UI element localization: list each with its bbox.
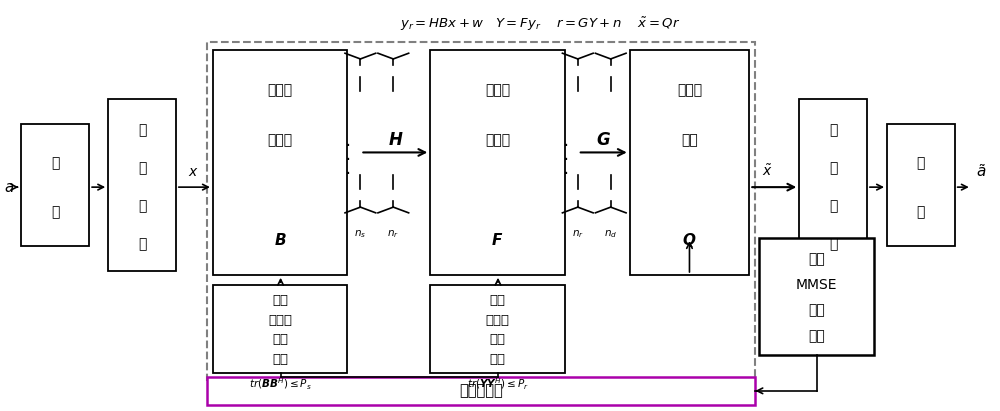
Bar (630, 51, 749, 275)
Text: 预编码: 预编码 (485, 133, 510, 147)
Text: 变: 变 (829, 199, 837, 213)
Text: 换: 换 (829, 237, 837, 251)
Text: 构建: 构建 (808, 252, 825, 266)
Text: 约束: 约束 (272, 353, 288, 366)
Text: 解: 解 (917, 156, 925, 170)
Text: ·: · (345, 151, 352, 170)
Text: $a$: $a$ (4, 180, 15, 195)
Text: 并: 并 (138, 161, 146, 175)
Text: 发射端: 发射端 (268, 83, 293, 97)
Text: ·: · (345, 137, 352, 156)
Text: 功率: 功率 (490, 333, 506, 346)
Text: 约束: 约束 (490, 353, 506, 366)
Text: ·: · (563, 151, 569, 170)
Bar (213, 285, 347, 373)
Text: $tr(\boldsymbol{BB}^H) \leq P_s$: $tr(\boldsymbol{BB}^H) \leq P_s$ (249, 376, 312, 392)
Bar (430, 51, 565, 275)
Bar (430, 285, 565, 373)
Text: $n_d$: $n_d$ (604, 228, 617, 240)
Text: $\boldsymbol{B}$: $\boldsymbol{B}$ (274, 232, 286, 248)
Text: 接收端: 接收端 (677, 83, 702, 97)
Text: 调: 调 (917, 205, 925, 219)
Text: 联合迭代法: 联合迭代法 (459, 383, 503, 398)
Text: 处理: 处理 (681, 133, 698, 147)
Text: 满足: 满足 (490, 294, 506, 307)
Bar (759, 238, 874, 355)
Bar (21, 124, 89, 246)
Text: 满足: 满足 (272, 294, 288, 307)
Text: ·: · (345, 165, 352, 185)
Text: 预编码: 预编码 (268, 133, 293, 147)
Text: $\tilde{a}$: $\tilde{a}$ (976, 164, 986, 180)
Text: 制: 制 (51, 205, 59, 219)
Text: 函数: 函数 (808, 329, 825, 344)
Text: 代价: 代价 (808, 304, 825, 318)
Text: 串: 串 (829, 161, 837, 175)
Text: 调: 调 (51, 156, 59, 170)
Text: 功率: 功率 (272, 333, 288, 346)
Text: 中继端: 中继端 (485, 83, 510, 97)
Bar (207, 377, 755, 405)
Text: 变: 变 (138, 199, 146, 213)
Text: 中继端: 中继端 (486, 314, 510, 327)
Text: $\boldsymbol{Q}$: $\boldsymbol{Q}$ (682, 231, 697, 249)
Text: $y_r = \mathit{HBx} + w$   $Y = \mathit{Fy}_r$    $r = \mathit{GY} + n$    $\til: $y_r = \mathit{HBx} + w$ $Y = \mathit{Fy… (400, 16, 680, 33)
Text: $tr(\boldsymbol{YY}^H) \leq P_r$: $tr(\boldsymbol{YY}^H) \leq P_r$ (467, 376, 529, 392)
Text: 串: 串 (138, 123, 146, 137)
Text: $n_r$: $n_r$ (387, 228, 399, 240)
Text: $n_r$: $n_r$ (572, 228, 584, 240)
Text: $n_s$: $n_s$ (354, 228, 366, 240)
Bar (108, 99, 176, 271)
Text: $\boldsymbol{F}$: $\boldsymbol{F}$ (491, 232, 504, 248)
Bar (887, 124, 955, 246)
Bar (799, 99, 867, 271)
Text: $\boldsymbol{H}$: $\boldsymbol{H}$ (388, 131, 403, 149)
Text: 换: 换 (138, 237, 146, 251)
Text: $x$: $x$ (188, 165, 198, 179)
Text: $\tilde{x}$: $\tilde{x}$ (762, 163, 773, 179)
Text: ·: · (563, 165, 569, 185)
Bar (213, 51, 347, 275)
Text: 发射端: 发射端 (268, 314, 292, 327)
Text: $\boldsymbol{G}$: $\boldsymbol{G}$ (596, 131, 611, 149)
Text: ·: · (563, 137, 569, 156)
Text: 并: 并 (829, 123, 837, 137)
Text: MMSE: MMSE (796, 278, 837, 292)
Bar (207, 42, 755, 381)
